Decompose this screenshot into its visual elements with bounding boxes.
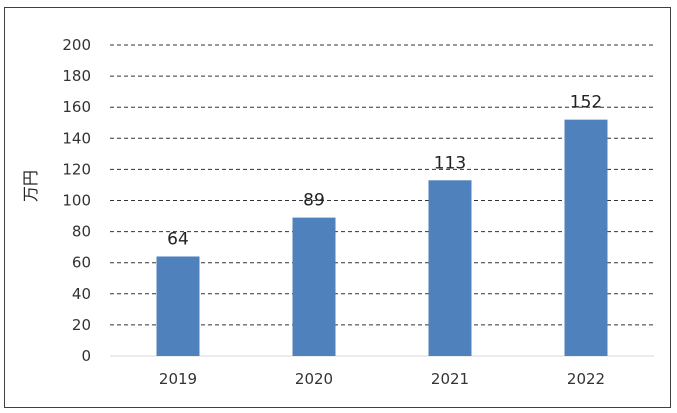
y-axis-label: 万円 bbox=[21, 170, 40, 202]
data-labels: 64 89 113 152 bbox=[167, 93, 602, 250]
x-tick-label: 2021 bbox=[431, 370, 469, 388]
y-tick-label: 80 bbox=[72, 223, 91, 241]
y-tick-label: 0 bbox=[81, 347, 91, 365]
y-tick-label: 120 bbox=[62, 160, 91, 178]
gridlines bbox=[110, 44, 654, 357]
x-tick-label: 2019 bbox=[159, 370, 197, 388]
bar-2022 bbox=[564, 119, 608, 356]
y-tick-label: 160 bbox=[62, 98, 91, 116]
y-tick-label: 60 bbox=[72, 254, 91, 272]
x-tick-label: 2020 bbox=[295, 370, 333, 388]
bar-2019 bbox=[156, 256, 200, 356]
y-tick-label: 40 bbox=[72, 285, 91, 303]
bar-2021 bbox=[428, 180, 472, 356]
y-tick-label: 20 bbox=[72, 316, 91, 334]
chart-frame bbox=[4, 7, 671, 408]
y-axis-ticks: 0 20 40 60 80 100 120 140 160 180 200 bbox=[62, 36, 91, 365]
y-tick-label: 200 bbox=[62, 36, 91, 54]
data-label-2020: 89 bbox=[303, 191, 325, 211]
x-axis-ticks: 2019 2020 2021 2022 bbox=[159, 370, 605, 388]
data-label-2022: 152 bbox=[570, 93, 602, 113]
y-tick-label: 180 bbox=[62, 67, 91, 85]
data-label-2021: 113 bbox=[434, 153, 466, 173]
bar-2020 bbox=[292, 217, 336, 356]
y-tick-label: 100 bbox=[62, 192, 91, 210]
y-tick-label: 140 bbox=[62, 129, 91, 147]
x-tick-label: 2022 bbox=[567, 370, 605, 388]
bars bbox=[156, 119, 608, 356]
data-label-2019: 64 bbox=[167, 229, 189, 249]
